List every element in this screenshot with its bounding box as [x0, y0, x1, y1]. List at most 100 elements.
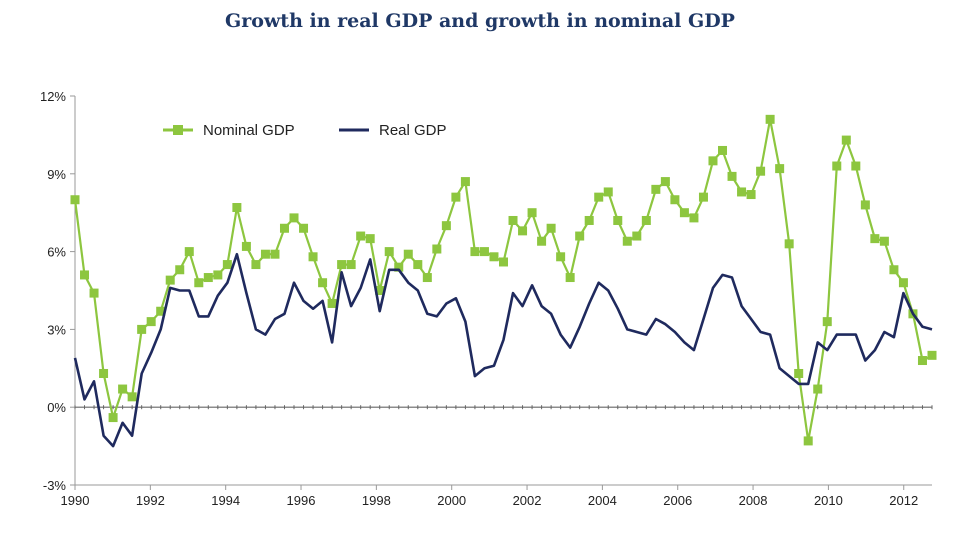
- nominal-gdp-point: [327, 298, 337, 308]
- nominal-gdp-point: [137, 324, 147, 334]
- x-tick-label: 2002: [513, 493, 542, 508]
- legend-nominal-label: Nominal GDP: [203, 122, 295, 139]
- nominal-gdp-point: [546, 223, 556, 233]
- nominal-gdp-point: [365, 234, 375, 244]
- nominal-gdp-point: [241, 241, 251, 251]
- nominal-gdp-point: [89, 288, 99, 298]
- nominal-gdp-point: [289, 213, 299, 223]
- nominal-gdp-point: [156, 306, 166, 316]
- nominal-gdp-point: [422, 273, 432, 283]
- zero-baseline-ticks: [74, 405, 933, 410]
- nominal-gdp-point: [108, 413, 118, 423]
- nominal-gdp-point: [499, 257, 508, 267]
- nominal-gdp-point: [403, 249, 413, 259]
- nominal-gdp-point: [727, 171, 737, 181]
- y-tick-label: 12%: [40, 89, 66, 104]
- nominal-gdp-point: [184, 247, 194, 257]
- nominal-gdp-point: [689, 213, 699, 223]
- nominal-gdp-point: [632, 231, 642, 241]
- x-tick-label: 2008: [739, 493, 768, 508]
- nominal-gdp-line: [73, 118, 933, 442]
- nominal-gdp-point: [860, 200, 870, 210]
- nominal-gdp-point: [651, 184, 661, 194]
- nominal-gdp-point: [775, 164, 785, 174]
- nominal-gdp-point: [518, 226, 528, 236]
- nominal-gdp-point: [194, 278, 204, 288]
- nominal-gdp-point: [99, 368, 109, 378]
- series-layer: [70, 114, 937, 448]
- nominal-gdp-point: [841, 135, 851, 145]
- legend-nominal-marker: [173, 125, 183, 135]
- x-tick-label: 1996: [287, 493, 316, 508]
- nominal-gdp-point: [565, 273, 575, 283]
- nominal-gdp-point: [346, 260, 356, 270]
- nominal-gdp-point: [746, 190, 756, 200]
- nominal-gdp-point: [679, 208, 689, 218]
- y-tick-label: 9%: [47, 167, 66, 182]
- nominal-gdp-point: [613, 215, 623, 225]
- nominal-gdp-point: [251, 260, 261, 270]
- nominal-gdp-point: [260, 249, 270, 259]
- nominal-gdp-point: [451, 192, 461, 202]
- nominal-gdp-point: [870, 234, 880, 244]
- nominal-gdp-point: [813, 384, 823, 394]
- y-tick-label: 0%: [47, 400, 66, 415]
- nominal-gdp-point: [594, 192, 604, 202]
- nominal-gdp-point: [708, 156, 718, 166]
- nominal-gdp-point: [756, 166, 766, 176]
- nominal-gdp-point: [622, 236, 632, 246]
- nominal-gdp-point: [460, 177, 470, 187]
- real-gdp-line: [73, 252, 933, 448]
- nominal-gdp-point: [718, 145, 728, 155]
- nominal-gdp-point: [851, 161, 861, 171]
- nominal-gdp-point: [165, 275, 175, 285]
- nominal-gdp-point: [603, 187, 613, 197]
- nominal-gdp-point: [413, 260, 423, 270]
- nominal-gdp-point: [213, 270, 223, 280]
- x-tick-label: 2010: [814, 493, 843, 508]
- nominal-gdp-point: [279, 223, 289, 233]
- nominal-gdp-point: [698, 192, 708, 202]
- nominal-gdp-point: [917, 356, 927, 366]
- nominal-gdp-point: [118, 384, 128, 394]
- nominal-gdp-point: [337, 260, 347, 270]
- y-tick-label: 6%: [47, 245, 66, 260]
- x-tick-group: 1990 1992 1994 1996 1998 2000 2002 2004 2006 2008…: [61, 485, 918, 508]
- x-tick-label: 1992: [136, 493, 165, 508]
- nominal-gdp-point: [432, 244, 442, 254]
- nominal-gdp-point: [308, 252, 318, 262]
- nominal-gdp-point: [927, 350, 937, 360]
- nominal-gdp-point: [394, 262, 404, 272]
- nominal-gdp-point: [575, 231, 585, 241]
- nominal-gdp-point: [784, 239, 794, 249]
- nominal-gdp-point: [489, 252, 499, 262]
- nominal-gdp-point: [641, 215, 651, 225]
- legend-real-label: Real GDP: [379, 122, 447, 139]
- nominal-gdp-point: [508, 215, 518, 225]
- chart-title: Growth in real GDP and growth in nominal…: [225, 10, 735, 32]
- nominal-gdp-point: [898, 278, 908, 288]
- nominal-gdp-point: [80, 270, 90, 280]
- y-tick-group: -3% 0% 3% 6% 9% 12%: [40, 89, 75, 493]
- nominal-gdp-point: [879, 236, 889, 246]
- nominal-gdp-point: [737, 187, 747, 197]
- nominal-gdp-point: [232, 203, 242, 213]
- nominal-gdp-point: [765, 114, 775, 124]
- nominal-gdp-point: [375, 286, 385, 295]
- nominal-gdp-point: [479, 247, 489, 257]
- nominal-gdp-point: [537, 236, 547, 246]
- nominal-gdp-point: [794, 368, 804, 378]
- nominal-gdp-point: [270, 249, 280, 259]
- nominal-gdp-point: [527, 208, 537, 218]
- x-tick-label: 1998: [362, 493, 391, 508]
- nominal-gdp-point: [175, 265, 185, 275]
- y-tick-label: -3%: [43, 478, 67, 493]
- nominal-gdp-point: [832, 161, 842, 171]
- nominal-gdp-point: [660, 177, 670, 187]
- nominal-gdp-point: [384, 247, 394, 257]
- nominal-gdp-point: [670, 195, 680, 205]
- nominal-gdp-point: [803, 436, 813, 446]
- nominal-gdp-point: [299, 223, 309, 233]
- nominal-gdp-point: [318, 278, 328, 288]
